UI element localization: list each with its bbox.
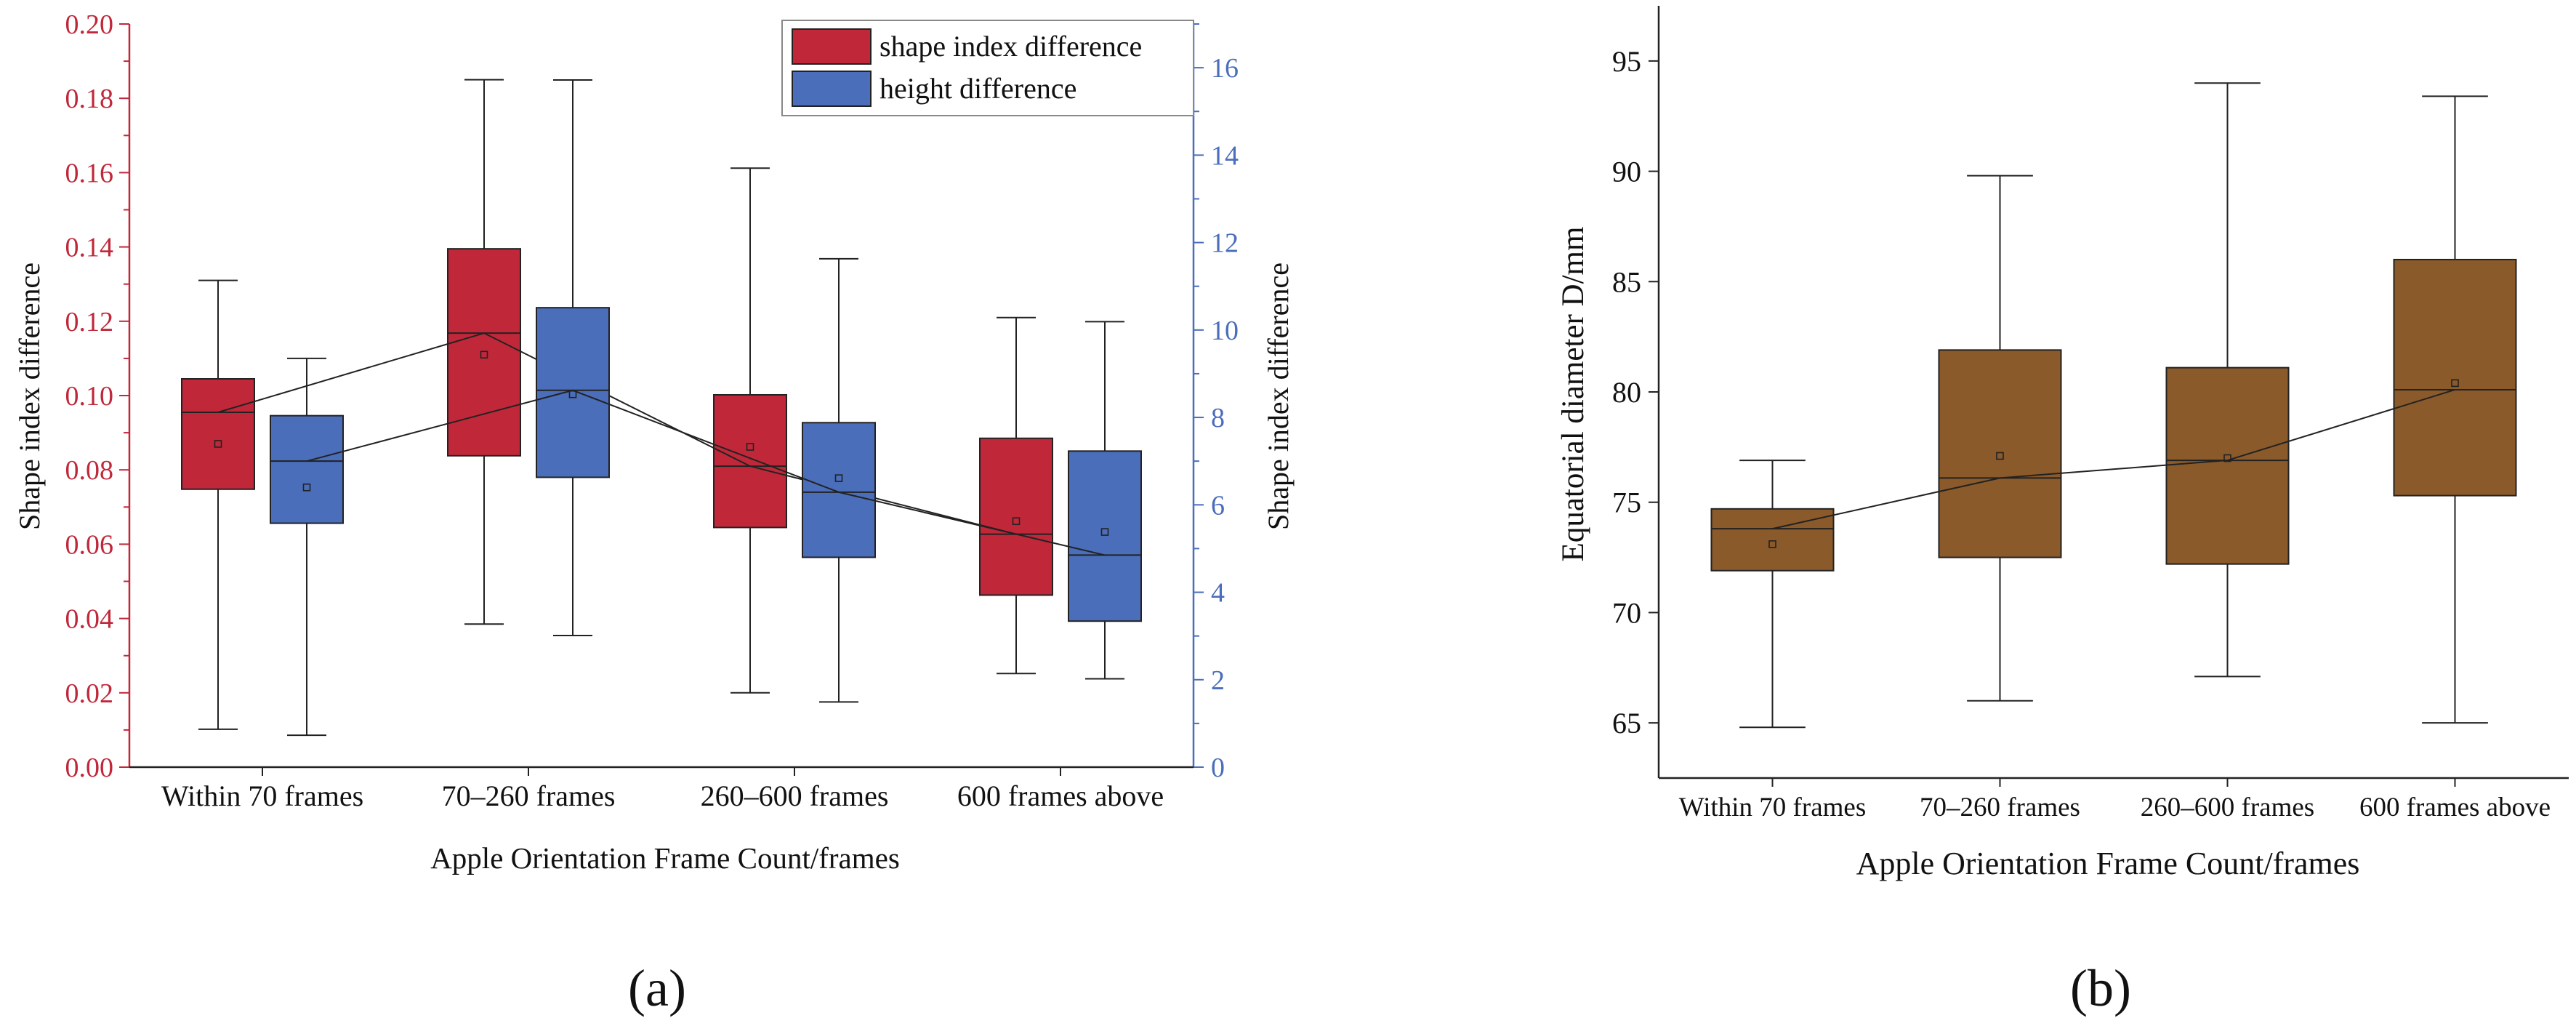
panel-a-left-tick-label: 0.16	[65, 158, 114, 188]
panel-a-height-difference-1-mean	[302, 483, 311, 492]
legend-swatch-height	[792, 71, 872, 107]
panel-a-x-tick-label-70-260-frames: 70–260 frames	[442, 779, 616, 812]
panel-b-median-line	[1772, 389, 2455, 530]
panel-b-y-tick-label: 85	[1612, 265, 1641, 298]
panel-b-x-tick-label-260-600-frames: 260–600 frames	[2141, 793, 2314, 822]
panel-b-box-4-mean	[2451, 379, 2459, 388]
panel-a-label: (a)	[628, 959, 686, 1017]
panel-a-shape-index-difference-3-mean	[746, 443, 754, 451]
panel-b-y-tick-label: 95	[1612, 45, 1641, 78]
panel-a-height-difference-3-box	[802, 422, 876, 558]
panel-a-left-axis: 0.00 0.02 0.04 0.06 0.08 0.10 0.12 0.14 0.16 0.18…	[65, 9, 129, 783]
panel-a-right-tick-label: 6	[1211, 490, 1225, 521]
panel-a-left-tick-label: 0.18	[65, 84, 114, 114]
panel-b-y-tick-label: 90	[1612, 156, 1641, 188]
panel-a-shape-index-difference-2-mean	[480, 350, 488, 359]
panel-b-y-tick-label: 70	[1612, 596, 1641, 629]
panel-a-shape-index-difference-4-box	[979, 437, 1053, 596]
panel-a-right-tick-label: 0	[1211, 753, 1225, 783]
panel-a-height-difference-1-box	[270, 414, 344, 524]
panel-b-y-axis: 65 70 75 80 85 90 95	[1612, 45, 1659, 740]
panel-b-box-2-box	[1938, 349, 2062, 558]
panel-a-shape-index-difference-3-box	[713, 393, 787, 529]
panel-a-right-tick-label: 14	[1211, 140, 1239, 171]
panel-a-left-tick-label: 0.04	[65, 604, 114, 635]
panel-a-right-tick-label: 10	[1211, 316, 1239, 346]
panel-a-right-tick-label: 2	[1211, 665, 1225, 696]
panel-a-x-tick-label-within-70-frames: Within 70 frames	[161, 779, 363, 812]
panel-a-left-tick-label: 0.08	[65, 455, 114, 486]
panel-a-height-difference-4-box	[1068, 450, 1142, 622]
panel-a-ylabel-right: Shape index difference	[1262, 262, 1295, 530]
panel-a-height-difference-median-line	[306, 389, 1106, 556]
panel-a: 0.00 0.02 0.04 0.06 0.08 0.10 0.12 0.14 0.16 0.18…	[13, 9, 1295, 1017]
panel-b-y-tick-label: 65	[1612, 707, 1641, 740]
panel-a-x-tick-label-260-600-frames: 260–600 frames	[701, 779, 889, 812]
panel-b-box-2-mean	[1996, 452, 2004, 460]
panel-a-left-tick-label: 0.10	[65, 381, 114, 412]
panel-b: 65 70 75 80 85 90 95 Within 70 frames 70–260 fr…	[1556, 6, 2569, 1017]
panel-a-left-tick-label: 0.02	[65, 678, 114, 709]
panel-b-x-tick-label-within-70-frames: Within 70 frames	[1679, 793, 1866, 822]
panel-b-x-tick-label-600-frames-above: 600 frames above	[2359, 793, 2551, 822]
panel-b-box-1-box	[1710, 508, 1835, 572]
panel-a-left-tick-label: 0.06	[65, 529, 114, 560]
panel-b-x-axis: Within 70 frames 70–260 frames 260–600 fra…	[1679, 778, 2551, 822]
panel-a-left-tick-label: 0.20	[65, 9, 114, 40]
panel-b-box-3-mean	[2223, 454, 2231, 462]
panel-b-y-tick-label: 75	[1612, 486, 1641, 519]
panel-a-shape-index-difference-4-mean	[1012, 517, 1021, 526]
panel-a-height-difference-3-mean	[834, 474, 843, 482]
panel-b-ylabel: Equatorial diameter D/mm	[1556, 227, 1590, 562]
panel-a-ylabel: Shape index difference	[13, 262, 46, 530]
panel-a-left-tick-label: 0.12	[65, 307, 114, 337]
panel-a-height-difference-4-mean	[1100, 528, 1109, 536]
panel-a-right-axis: 0 2 4 6 8 10 12 14 16	[1194, 23, 1239, 783]
panel-b-label: (b)	[2070, 959, 2131, 1017]
panel-b-marks	[1657, 6, 2569, 779]
panel-b-xlabel: Apple Orientation Frame Count/frames	[1856, 846, 2360, 881]
panel-b-box-4-box	[2393, 258, 2517, 497]
panel-a-left-tick-label: 0.00	[65, 753, 114, 783]
panel-a-right-tick-label: 8	[1211, 403, 1225, 433]
panel-a-height-difference-2-box	[536, 307, 610, 478]
panel-a-shape-index-difference-median-line	[217, 332, 1017, 535]
panel-a-shape-index-difference-1-box	[181, 378, 255, 490]
panel-a-right-tick-label: 4	[1211, 578, 1225, 609]
panel-b-y-tick-label: 80	[1612, 376, 1641, 409]
panel-a-x-tick-label-600-frames-above: 600 frames above	[957, 779, 1164, 812]
panel-a-shape-index-difference-1-mean	[214, 440, 222, 448]
panel-a-xlabel: Apple Orientation Frame Count/frames	[430, 841, 900, 875]
legend-label-height: height difference	[880, 72, 1076, 105]
panel-a-legend: shape index difference height difference	[781, 20, 1194, 116]
legend-swatch-shape-index	[792, 28, 872, 65]
panel-b-box-1-mean	[1768, 540, 1776, 548]
panel-a-shape-index-difference-2-box	[447, 248, 521, 457]
panel-b-box-3-box	[2165, 366, 2290, 565]
panel-a-marks	[128, 24, 1195, 769]
panel-a-right-tick-label: 12	[1211, 228, 1239, 259]
panel-b-x-tick-label-70-260-frames: 70–260 frames	[1920, 793, 2080, 822]
legend-label-shape-index: shape index difference	[880, 30, 1142, 63]
panel-a-x-axis: Within 70 frames 70–260 frames 260–600 fra…	[161, 767, 1164, 812]
panel-a-right-tick-label: 16	[1211, 53, 1239, 84]
panel-a-left-tick-label: 0.14	[65, 233, 114, 263]
